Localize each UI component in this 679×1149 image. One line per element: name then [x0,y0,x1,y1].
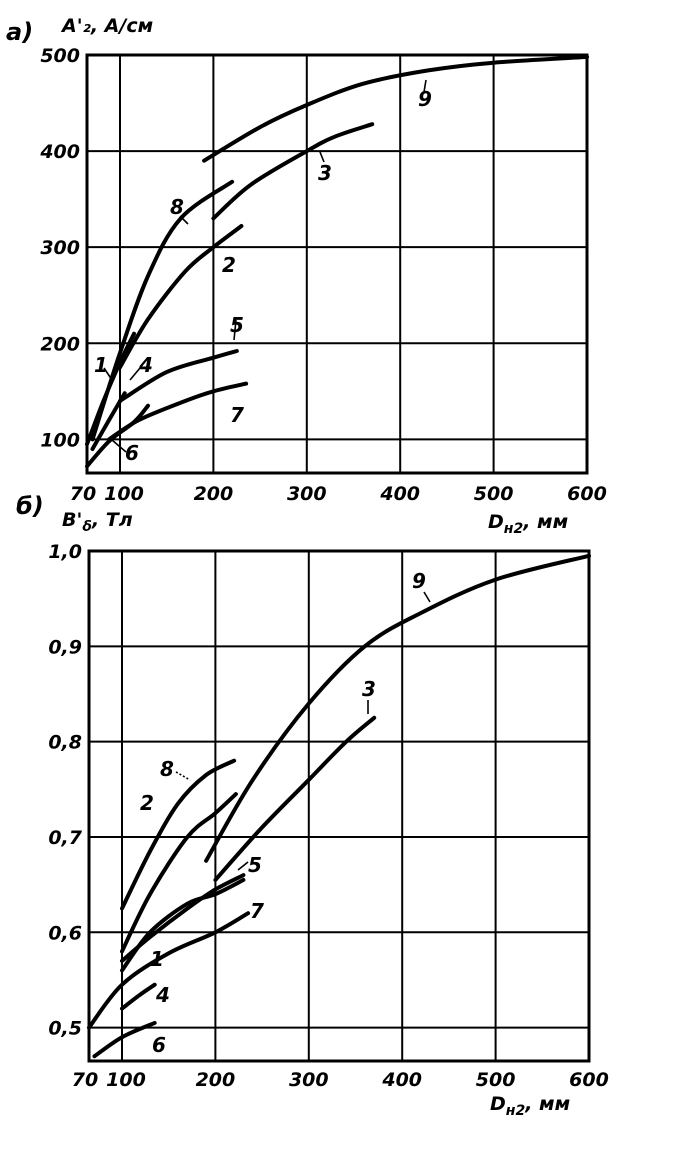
panel-b-curves [87,553,591,1059]
b-xtick-label: 200 [196,1069,236,1091]
curve-label-a-4: 4 [138,353,153,377]
panel-a-leaders [103,79,427,453]
a-curve-3 [211,122,375,221]
panel-b-leaders [175,591,431,871]
svg-text:B'δ, Тл: B'δ, Тл [62,509,133,535]
b-curve-7 [87,911,251,1030]
panel-b-frame [87,549,591,1063]
b-xtick-label: 300 [289,1069,329,1091]
curve-label-b-2: 2 [140,791,154,815]
panel-b-ylabel-main: B' [62,509,82,531]
a-curve-5 [118,349,239,403]
panel-b-xlabel-main: D [490,1093,506,1115]
a-ytick-label: 200 [40,333,80,355]
curve-label-b-3: 3 [362,677,376,701]
a-xtick-label: 600 [567,483,607,505]
a-ytick-label: 500 [40,45,80,67]
panel-b-xlabel-unit: , мм [524,1093,570,1115]
curve-label-a-2: 2 [222,253,236,277]
curve-label-a-8: 8 [170,195,184,219]
curve-label-b-6: 6 [152,1033,166,1057]
b-xtick-label: 500 [476,1069,516,1091]
b-curve-3 [213,715,377,882]
panel-a-xlabel-sub: н2 [504,521,523,537]
b-ytick-label: 0,8 [48,732,82,754]
a-xtick-label: 70 [70,483,96,505]
a-curve-7 [107,381,249,442]
a-xtick-label: 300 [287,483,327,505]
a-xtick-label: 100 [104,483,144,505]
curve-label-a-5: 5 [230,313,244,337]
b-curve-8 [120,758,237,911]
curve-label-b-9: 9 [412,569,426,593]
panel-a-x-ticks: 70 100 200 300 400 500 600 [70,483,607,505]
panel-b-y-ticks: 0,5 0,6 0,7 0,8 0,9 1,0 [48,541,82,1040]
curve-label-b-7: 7 [250,899,264,923]
panel-b-x-ticks: 70 100 200 300 400 500 600 [72,1069,609,1091]
a-curve-8 [90,179,235,442]
curve-label-b-4: 4 [155,983,170,1007]
b-xtick-label: 400 [381,1069,422,1091]
curve-label-a-3: 3 [318,161,332,185]
panel-a: а) A'₂, А/см 100 200 300 400 500 70 100 200 300… [6,15,607,537]
panel-b-ylabel-sub: δ [82,519,92,535]
a-ytick-label: 100 [40,429,80,451]
panel-a-y-ticks: 100 200 300 400 500 [39,45,80,451]
curve-label-a-6: 6 [125,441,139,465]
panel-a-ylabel: A'₂, А/см [60,15,153,37]
b-curve-9 [204,553,591,863]
b-curve-6 [92,1020,157,1059]
panel-a-grid [87,55,587,473]
b-xtick-label: 70 [72,1069,98,1091]
b-ytick-label: 0,7 [48,827,82,849]
b-ytick-label: 0,5 [48,1018,82,1040]
panel-a-curves [85,54,589,469]
curve-label-b-5: 5 [248,853,262,877]
panel-b-curve-labels: 1 2 3 4 5 6 7 8 9 [140,569,426,1057]
svg-text:Dн2, мм: Dн2, мм [490,1093,570,1119]
curve-label-a-9: 9 [418,87,432,111]
b-curve-2 [120,792,238,954]
a-xtick-label: 400 [379,483,420,505]
panel-a-curve-labels: 1 2 3 4 5 6 7 8 9 [94,87,432,465]
panel-b-label: б) [16,492,44,520]
panel-a-xlabel-unit: , мм [522,511,568,533]
curve-label-b-1: 1 [150,947,164,971]
a-ytick-label: 300 [40,237,80,259]
b-curve-5 [120,877,246,973]
b-xtick-label: 600 [569,1069,609,1091]
a-curve-2 [118,224,244,370]
b-ytick-label: 0,9 [48,636,82,658]
b-curve-4 [120,982,157,1011]
a-xtick-label: 500 [474,483,514,505]
a-ytick-label: 400 [39,141,80,163]
curve-label-b-8: 8 [160,757,174,781]
svg-text:Dн2, мм: Dн2, мм [488,511,568,537]
panel-b: б) B'δ, Тл 0,50,60,70,80,91,0 70 100 200 30… [16,492,609,1119]
b-xtick-label: 100 [106,1069,146,1091]
panel-a-frame [85,53,589,475]
panel-b-xlabel-sub: н2 [506,1103,525,1119]
panel-b-grid [89,551,589,1061]
panel-b-ylabel: B'δ, Тл [62,509,133,535]
a-curve-9 [202,54,589,163]
panel-b-xlabel: Dн2, мм [490,1093,570,1119]
curve-label-a-1: 1 [94,353,108,377]
b-ytick-label: 1,0 [48,541,82,563]
panel-a-label: а) [6,18,33,46]
panel-b-ylabel-unit: , Тл [91,509,133,531]
b-ytick-label: 0,6 [48,922,82,944]
curve-label-a-7: 7 [230,403,244,427]
panel-a-xlabel-main: D [488,511,504,533]
a-xtick-label: 200 [194,483,234,505]
panel-a-xlabel: Dн2, мм [488,511,568,537]
